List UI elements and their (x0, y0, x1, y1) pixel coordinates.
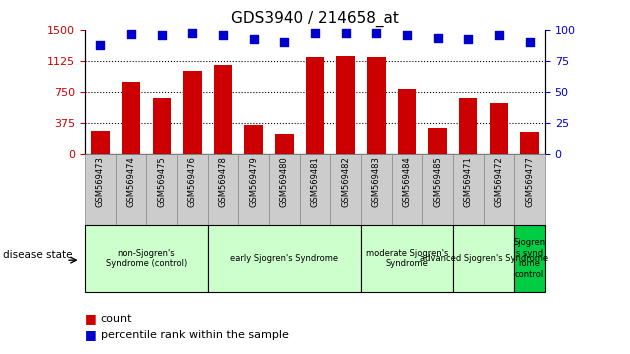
Text: ■: ■ (85, 312, 97, 325)
Bar (459, 98, 478, 154)
Text: GSM569480: GSM569480 (280, 156, 289, 206)
Text: advanced Sjogren's Syndrome: advanced Sjogren's Syndrome (420, 254, 547, 263)
Bar (152, 98, 171, 154)
Text: GSM569482: GSM569482 (341, 156, 350, 206)
Point (402, 32, 412, 38)
Point (157, 32, 167, 38)
Point (433, 35, 443, 40)
Point (218, 32, 228, 38)
Point (463, 36, 473, 41)
Bar (122, 82, 140, 154)
Text: GDS3940 / 214658_at: GDS3940 / 214658_at (231, 11, 399, 27)
Bar (183, 70, 202, 154)
Text: ■: ■ (85, 328, 97, 341)
Text: moderate Sjogren's
Syndrome: moderate Sjogren's Syndrome (366, 249, 448, 268)
Text: GSM569481: GSM569481 (311, 156, 319, 206)
Text: non-Sjogren's
Syndrome (control): non-Sjogren's Syndrome (control) (106, 249, 187, 268)
Point (249, 36, 259, 41)
Text: GSM569471: GSM569471 (464, 156, 472, 206)
Text: GSM569477: GSM569477 (525, 156, 534, 207)
Point (126, 31, 136, 36)
Bar (428, 127, 447, 154)
Text: GSM569478: GSM569478 (219, 156, 227, 207)
Point (525, 40, 535, 45)
Text: GSM569479: GSM569479 (249, 156, 258, 206)
Point (187, 30, 197, 35)
Text: early Sjogren's Syndrome: early Sjogren's Syndrome (231, 254, 338, 263)
Point (341, 30, 351, 35)
Text: GSM569475: GSM569475 (158, 156, 166, 206)
Text: GSM569484: GSM569484 (403, 156, 411, 206)
Point (279, 40, 289, 45)
Point (494, 32, 504, 38)
Bar (520, 132, 539, 154)
Text: GSM569483: GSM569483 (372, 156, 381, 207)
Bar (244, 125, 263, 154)
Text: count: count (101, 314, 132, 324)
Bar (306, 57, 324, 154)
Text: percentile rank within the sample: percentile rank within the sample (101, 330, 289, 339)
Bar (214, 65, 232, 154)
Text: GSM569485: GSM569485 (433, 156, 442, 206)
Bar (336, 56, 355, 154)
Bar (398, 89, 416, 154)
Point (95, 42, 105, 48)
Text: GSM569472: GSM569472 (495, 156, 503, 206)
Point (371, 30, 381, 35)
Bar (275, 134, 294, 154)
Bar (91, 131, 110, 154)
Bar (490, 103, 508, 154)
Text: disease state: disease state (3, 250, 72, 260)
Text: GSM569473: GSM569473 (96, 156, 105, 207)
Text: GSM569476: GSM569476 (188, 156, 197, 207)
Text: GSM569474: GSM569474 (127, 156, 135, 206)
Bar (367, 57, 386, 154)
Point (310, 30, 320, 35)
Text: Sjogren
s synd
rome
control: Sjogren s synd rome control (513, 238, 546, 279)
